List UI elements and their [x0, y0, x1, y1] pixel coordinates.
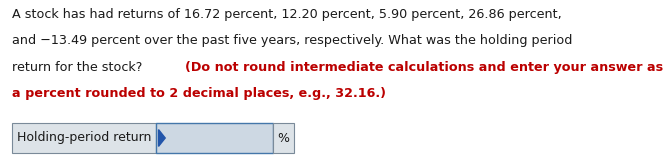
- Text: %: %: [278, 132, 290, 145]
- Text: and −13.49 percent over the past five years, respectively. What was the holding : and −13.49 percent over the past five ye…: [12, 35, 573, 47]
- Text: Holding-period return: Holding-period return: [17, 132, 151, 145]
- Text: A stock has had returns of 16.72 percent, 12.20 percent, 5.90 percent, 26.86 per: A stock has had returns of 16.72 percent…: [12, 8, 562, 21]
- Text: a percent rounded to 2 decimal places, e.g., 32.16.): a percent rounded to 2 decimal places, e…: [12, 88, 386, 101]
- FancyBboxPatch shape: [156, 123, 273, 153]
- FancyBboxPatch shape: [273, 123, 294, 153]
- Polygon shape: [159, 130, 165, 146]
- Text: (Do not round intermediate calculations and enter your answer as: (Do not round intermediate calculations …: [185, 61, 664, 74]
- Text: return for the stock?: return for the stock?: [12, 61, 147, 74]
- FancyBboxPatch shape: [12, 123, 156, 153]
